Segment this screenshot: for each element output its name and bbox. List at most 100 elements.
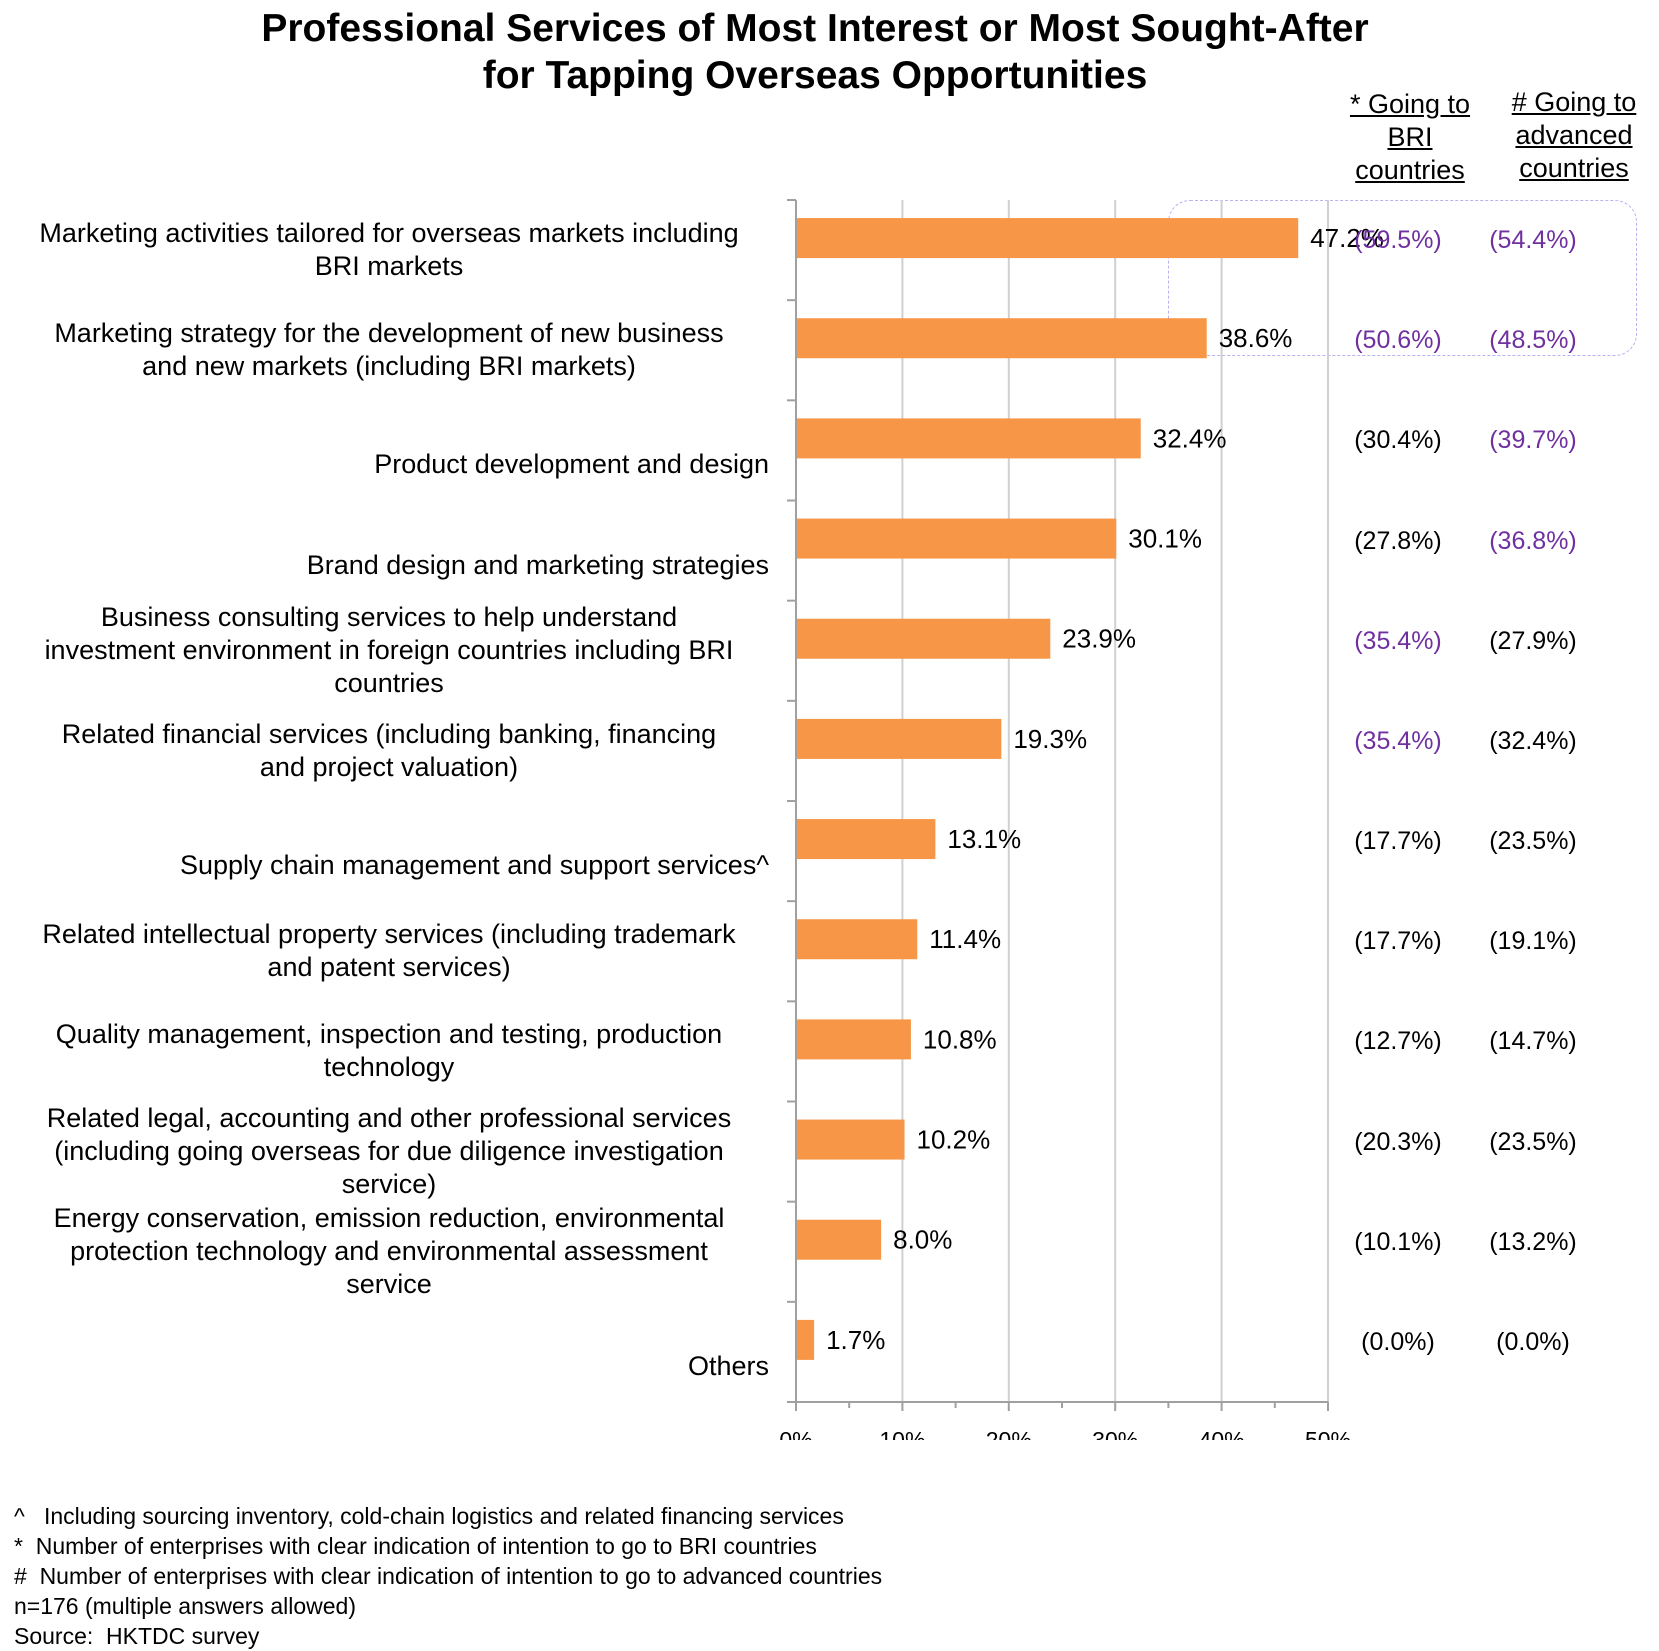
bar-value-label: 10.2% [917, 1125, 991, 1155]
bri-column-header: * Going to BRI countries [1349, 89, 1471, 185]
bri-value: (0.0%) [1361, 1327, 1435, 1356]
category-label: Marketing strategy for the development o… [9, 317, 769, 383]
category-label: Product development and design [9, 448, 769, 481]
bar-value-label: 47.2% [1310, 223, 1384, 253]
category-label-line: Brand design and marketing strategies [306, 549, 769, 580]
category-label: Brand design and marketing strategies [9, 549, 769, 582]
category-label-line: service [346, 1269, 432, 1300]
category-label-line: countries [334, 668, 444, 699]
highlight-box [1168, 200, 1637, 356]
bar-value-label: 38.6% [1219, 323, 1293, 353]
bri-value: (12.7%) [1354, 1027, 1442, 1056]
advanced-value: (27.9%) [1489, 626, 1577, 655]
category-label-line: and new markets (including BRI markets) [142, 351, 636, 382]
advanced-value: (23.5%) [1489, 1127, 1577, 1156]
advanced-value: (36.8%) [1489, 526, 1577, 555]
advanced-value: (0.0%) [1496, 1327, 1570, 1356]
bar [797, 218, 1299, 259]
bar-value-label: 11.4% [929, 924, 1001, 954]
advanced-value: (48.5%) [1489, 326, 1577, 355]
category-label-line: Business consulting services to help und… [100, 602, 678, 633]
footnote: # Number of enterprises with clear indic… [14, 1563, 883, 1589]
category-label-line: (including going overseas for due dilige… [54, 1136, 724, 1167]
bar [797, 1319, 815, 1360]
category-label-line: BRI markets [314, 251, 464, 282]
footnote: Source: HKTDC survey [14, 1623, 260, 1649]
category-label-line: Related legal, accounting and other prof… [46, 1103, 732, 1134]
bri-value: (27.8%) [1354, 526, 1442, 555]
category-label: Supply chain management and support serv… [9, 849, 769, 882]
bri-value: (10.1%) [1354, 1227, 1442, 1256]
category-label: Marketing activities tailored for overse… [9, 217, 769, 283]
bri-value: (30.4%) [1354, 426, 1442, 455]
category-label-line: Marketing strategy for the development o… [54, 318, 724, 349]
bar-value-label: 19.3% [1013, 724, 1087, 754]
category-label: Related legal, accounting and other prof… [9, 1102, 769, 1201]
bar [797, 518, 1117, 559]
bar-value-label: 30.1% [1128, 524, 1202, 554]
bar [797, 718, 1002, 759]
category-label-line: Energy conservation, emission reduction,… [53, 1203, 725, 1234]
category-label-line: Others [687, 1350, 769, 1381]
category-label: Related intellectual property services (… [9, 918, 769, 984]
bri-value: (17.7%) [1354, 827, 1442, 856]
bar [797, 1219, 882, 1260]
bri-value: (17.7%) [1354, 927, 1442, 956]
bar [797, 919, 918, 960]
bar-value-label: 8.0% [893, 1225, 952, 1255]
category-label-line: Related intellectual property services (… [42, 919, 736, 950]
advanced-value: (14.7%) [1489, 1027, 1577, 1056]
category-label-line: and project valuation) [259, 751, 519, 782]
chart-title-line-1: Professional Services of Most Interest o… [261, 7, 1369, 50]
category-label-line: Product development and design [374, 449, 769, 480]
x-tick-label: 0% [779, 1427, 812, 1440]
x-tick-label: 40% [1199, 1427, 1245, 1440]
category-label-line: protection technology and environmental … [70, 1236, 708, 1267]
category-label-line: and patent services) [267, 952, 511, 983]
bri-value: (35.4%) [1354, 626, 1442, 655]
bri-value: (35.4%) [1354, 726, 1442, 755]
bar-value-label: 23.9% [1062, 624, 1136, 654]
category-label-line: Marketing activities tailored for overse… [39, 218, 739, 249]
bri-value: (20.3%) [1354, 1127, 1442, 1156]
advanced-value: (54.4%) [1489, 226, 1577, 255]
category-label: Others [9, 1350, 769, 1383]
x-tick-label: 20% [986, 1427, 1032, 1440]
bar [797, 318, 1207, 359]
category-label-line: Quality management, inspection and testi… [55, 1019, 723, 1050]
bri-value: (50.6%) [1354, 326, 1442, 355]
bar-value-label: 10.8% [923, 1024, 997, 1054]
bar-value-label: 13.1% [947, 824, 1021, 854]
category-label-line: investment environment in foreign countr… [44, 635, 734, 666]
footnote: n=176 (multiple answers allowed) [14, 1593, 356, 1619]
advanced-value: (19.1%) [1489, 927, 1577, 956]
advanced-value: (23.5%) [1489, 827, 1577, 856]
category-label: Business consulting services to help und… [9, 601, 769, 700]
bar [797, 618, 1051, 659]
x-tick-label: 50% [1305, 1427, 1351, 1440]
chart-title-line-2: for Tapping Overseas Opportunities [482, 54, 1148, 97]
category-label-line: service) [341, 1169, 437, 1200]
footnote: * Number of enterprises with clear indic… [14, 1533, 817, 1559]
bar [797, 418, 1141, 459]
x-tick-label: 10% [879, 1427, 925, 1440]
footnote: ^ Including sourcing inventory, cold-cha… [14, 1503, 844, 1529]
advanced-value: (13.2%) [1489, 1227, 1577, 1256]
bar-value-label: 32.4% [1153, 423, 1227, 453]
bar-value-label: 1.7% [826, 1325, 885, 1355]
advanced-value: (32.4%) [1489, 726, 1577, 755]
bar [797, 819, 936, 860]
bar [797, 1019, 911, 1060]
category-label: Related financial services (including ba… [9, 718, 769, 784]
category-label-line: technology [323, 1052, 455, 1083]
bar [797, 1119, 905, 1160]
category-label: Energy conservation, emission reduction,… [9, 1202, 769, 1301]
category-label-line: Supply chain management and support serv… [179, 850, 769, 881]
category-label: Quality management, inspection and testi… [9, 1018, 769, 1084]
advanced-value: (39.7%) [1489, 426, 1577, 455]
bri-value: (59.5%) [1354, 226, 1442, 255]
advanced-column-header: # Going to advanced countries [1511, 87, 1637, 183]
x-tick-label: 30% [1092, 1427, 1138, 1440]
bar-chart: 0% 10% 20% 30% 40% 50% 47.2% 38.6% 32.4% 30.1% 23.… [779, 199, 1384, 1440]
category-label-line: Related financial services (including ba… [61, 718, 717, 749]
